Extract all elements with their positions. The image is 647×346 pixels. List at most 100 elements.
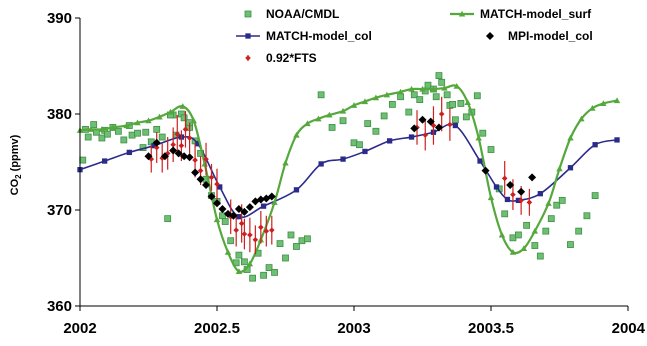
match-surf-point — [556, 165, 563, 172]
noaa-point — [558, 196, 566, 204]
mpi-point — [528, 173, 537, 182]
mpi-point — [418, 115, 427, 124]
mpi-point — [196, 175, 205, 184]
noaa-point — [591, 192, 599, 200]
fts-point — [438, 111, 445, 117]
match-surf-point — [339, 107, 347, 114]
fts-point — [214, 181, 220, 187]
match-col-point — [592, 142, 598, 148]
noaa-point — [451, 116, 459, 124]
noaa-point — [443, 91, 451, 99]
match-surf-point — [430, 85, 437, 92]
legend-symbol — [458, 10, 466, 17]
legend-item-fts: 0.92*FTS — [245, 51, 317, 65]
match-surf-point — [246, 260, 254, 267]
fts-point — [258, 224, 264, 231]
mpi-point — [229, 211, 238, 220]
match-surf-point — [397, 88, 404, 95]
match-surf-point — [271, 199, 278, 205]
noaa-point — [293, 243, 300, 250]
legend-symbol — [245, 55, 251, 61]
fts-point — [447, 121, 453, 128]
match-col-point — [477, 158, 483, 164]
fts-point — [164, 150, 171, 157]
mpi-point — [169, 146, 178, 155]
match-col-point — [504, 196, 511, 203]
match-surf-point — [179, 103, 186, 109]
noaa-point — [265, 264, 273, 272]
noaa-point — [282, 254, 289, 262]
fts-point — [526, 199, 533, 206]
noaa-point — [515, 231, 522, 239]
noaa-point — [120, 136, 128, 144]
match-surf-point — [509, 249, 517, 255]
noaa-point — [432, 93, 440, 101]
x-tick-label: 2002 — [63, 320, 96, 337]
fts-point — [174, 131, 181, 137]
fts-point — [501, 175, 508, 182]
noaa-point — [317, 91, 325, 99]
match-surf-point — [453, 82, 460, 89]
match-surf-point — [441, 84, 448, 91]
mpi-point — [160, 152, 169, 161]
noaa-point — [462, 113, 470, 121]
noaa-point — [457, 100, 465, 107]
fts-point — [178, 142, 185, 149]
match-col-point — [318, 161, 324, 167]
mpi-point — [202, 181, 211, 190]
match-col-point — [236, 214, 242, 220]
legend-symbol — [486, 32, 494, 40]
mpi-point — [213, 199, 221, 208]
fts-point — [247, 232, 253, 238]
noaa-point — [104, 130, 111, 138]
fts-point — [241, 231, 248, 237]
noaa-point — [397, 93, 404, 101]
match-surf-point — [613, 97, 621, 104]
legend-label-col: MATCH-model_col — [266, 29, 372, 43]
y-axis-title: CO2 (ppmv) — [9, 134, 23, 195]
noaa-point — [221, 218, 229, 225]
match-surf-point — [156, 113, 163, 120]
match-col-point — [614, 137, 620, 143]
noaa-point — [304, 235, 311, 243]
mpi-point — [234, 205, 243, 214]
match-col-point — [493, 184, 500, 190]
noaa-point — [547, 215, 555, 223]
legend-symbol — [245, 33, 251, 39]
match-surf-point — [282, 159, 289, 166]
match-col-point — [567, 165, 574, 171]
mpi-point — [426, 117, 435, 126]
mpi-point — [481, 166, 490, 175]
noaa-point — [79, 156, 87, 164]
noaa-point — [339, 117, 347, 125]
match-surf-point — [224, 249, 232, 255]
mpi-point — [410, 124, 419, 133]
match-col-point — [260, 203, 267, 209]
noaa-point — [158, 133, 166, 141]
mpi-point — [240, 207, 249, 216]
mpi-point — [267, 192, 276, 201]
legend-label-noaa: NOAA/CMDL — [266, 7, 339, 21]
fts-point — [238, 220, 245, 227]
noaa-point — [287, 231, 295, 239]
match-col-point — [293, 187, 300, 193]
fts-point — [269, 227, 275, 233]
mpi-point — [180, 152, 189, 161]
fts-point — [192, 157, 198, 163]
match-col-point — [126, 149, 132, 156]
fts-point — [182, 126, 189, 133]
x-tick-label: 2003 — [337, 320, 370, 337]
mpi-point — [506, 181, 515, 190]
mpi-point — [191, 168, 200, 177]
noaa-point — [536, 252, 544, 260]
match-surf-point — [304, 120, 311, 127]
noaa-point — [435, 72, 443, 79]
fts-point — [197, 167, 204, 174]
match-surf-point — [350, 102, 358, 108]
noaa-point — [260, 271, 267, 279]
match-surf-point — [531, 227, 539, 234]
noaa-point — [380, 112, 388, 120]
noaa-point — [523, 221, 531, 229]
noaa-point — [501, 210, 509, 218]
